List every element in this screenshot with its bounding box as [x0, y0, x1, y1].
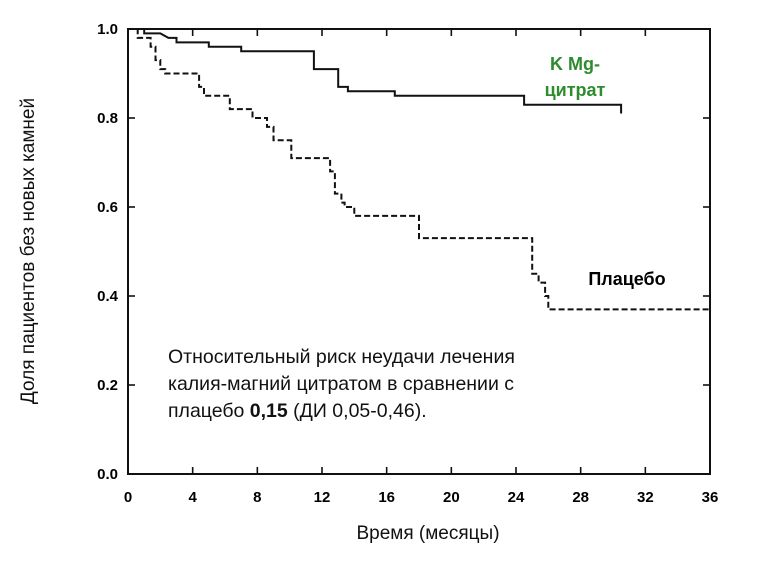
annotation-line-2: калия-магний цитратом в сравнении с [168, 373, 515, 395]
plot-frame [127, 28, 711, 475]
x-tick-label: 0 [124, 489, 132, 506]
series-label-line: K Mg- [550, 54, 600, 74]
y-tick-label: 0.4 [97, 288, 119, 305]
annotation-line-3-suffix: (ДИ 0,05-0,46). [287, 400, 427, 422]
series-label-line: цитрат [545, 80, 606, 100]
y-tick-label: 1.0 [97, 21, 118, 38]
x-tick-label: 36 [702, 489, 719, 506]
y-axis-title: Доля пациентов без новых камней [18, 98, 39, 404]
series-label-placebo: Плацебо [588, 269, 665, 289]
y-tick-label: 0.6 [97, 199, 118, 216]
x-tick-label: 4 [188, 489, 197, 506]
y-tick-label: 0.2 [97, 377, 118, 394]
x-tick-label: 12 [314, 489, 331, 506]
x-tick-label: 24 [508, 489, 525, 506]
annotation-line-3-prefix: плацебо [168, 400, 250, 422]
x-tick-label: 28 [572, 489, 589, 506]
series-label-kmg-citrate: K Mg-цитрат [545, 54, 606, 100]
x-tick-label: 32 [637, 489, 654, 506]
x-axis-title: Время (месяцы) [356, 523, 499, 544]
series-line-kmg-citrate [128, 28, 623, 114]
annotation-line-1: Относительный риск неудачи лечения [168, 346, 515, 368]
x-tick-label: 16 [378, 489, 395, 506]
x-tick-label: 20 [443, 489, 460, 506]
y-tick-label: 0.0 [97, 466, 118, 483]
x-tick-label: 8 [253, 489, 261, 506]
relative-risk-value: 0,15 [249, 400, 288, 422]
series-line-placebo [128, 28, 710, 311]
series-label-line: Плацебо [588, 269, 665, 289]
y-tick-label: 0.8 [97, 110, 118, 127]
relative-risk-annotation: Относительный риск неудачи лечения калия… [168, 344, 628, 425]
